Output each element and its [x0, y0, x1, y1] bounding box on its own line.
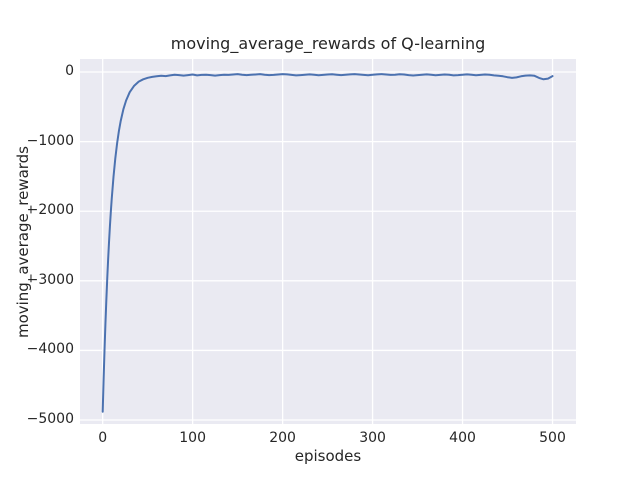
x-tick-label: 0	[98, 430, 108, 446]
x-tick-label: 100	[179, 430, 206, 446]
chart-title: moving_average_rewards of Q-learning	[170, 34, 486, 53]
x-tick-label: 200	[269, 430, 296, 446]
y-tick-label: −2000	[26, 202, 74, 219]
x-tick-label: 300	[359, 430, 386, 446]
y-tick-label: 0	[65, 63, 74, 80]
x-axis-label: episodes	[294, 447, 362, 465]
plot-area	[80, 59, 576, 424]
x-tick-label: 400	[449, 430, 476, 446]
y-tick-label: −1000	[26, 132, 74, 149]
x-tick-label: 500	[539, 430, 566, 446]
chart-svg	[80, 59, 576, 424]
y-tick-label: −5000	[26, 411, 74, 428]
y-axis-label: moving_average_rewards	[14, 145, 32, 339]
y-tick-label: −4000	[26, 341, 74, 358]
line-series	[101, 73, 554, 413]
y-tick-label: −3000	[26, 271, 74, 288]
